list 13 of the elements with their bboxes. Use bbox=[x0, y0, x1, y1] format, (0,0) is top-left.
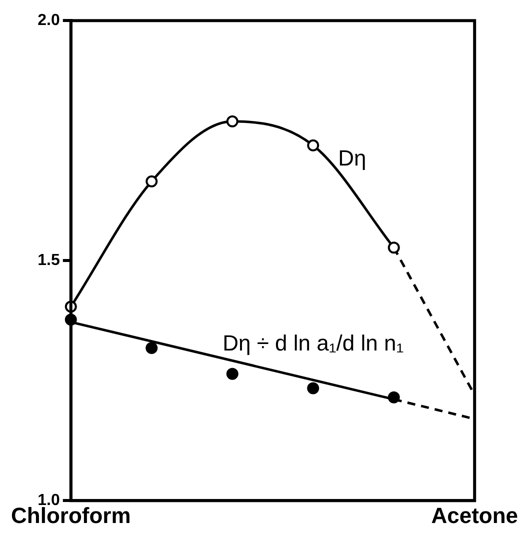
series-label: Dη ÷ d ln a₁/d ln n₁ bbox=[222, 330, 404, 356]
point bbox=[226, 115, 238, 128]
point bbox=[146, 342, 158, 354]
point bbox=[226, 368, 238, 380]
y-tick-label: 2.0 bbox=[38, 12, 60, 30]
series-label: Dη bbox=[338, 145, 366, 170]
point bbox=[388, 391, 400, 404]
x-tick-label: Acetone bbox=[431, 502, 518, 528]
point bbox=[307, 382, 320, 394]
point bbox=[146, 175, 158, 188]
y-tick-label: 1.5 bbox=[38, 252, 60, 270]
point bbox=[307, 139, 320, 152]
point bbox=[388, 242, 400, 254]
